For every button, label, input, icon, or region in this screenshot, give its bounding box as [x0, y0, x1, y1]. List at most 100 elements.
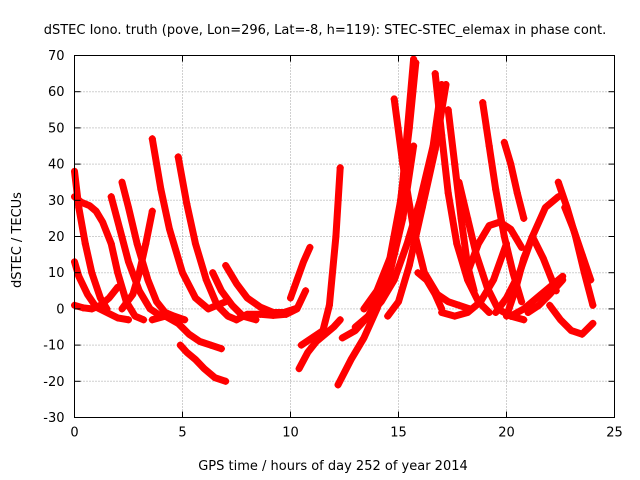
y-tick-label: 60 — [48, 85, 65, 100]
y-tick-label: 20 — [48, 230, 65, 245]
data-point-marker — [546, 290, 554, 298]
data-point-marker — [133, 240, 141, 248]
series-arc-11 — [148, 312, 225, 353]
data-point-marker — [131, 312, 139, 320]
y-axis-label: dSTEC / TECUs — [10, 192, 25, 288]
series-line — [297, 164, 344, 349]
series-arc-38 — [546, 301, 597, 338]
data-point-marker — [96, 294, 104, 302]
data-point-marker — [304, 348, 312, 356]
data-point-marker — [431, 70, 439, 78]
data-point-marker — [455, 301, 463, 309]
data-point-marker — [330, 323, 338, 331]
data-point-marker — [587, 276, 595, 284]
data-point-marker — [539, 254, 547, 262]
data-point-marker — [228, 301, 236, 309]
data-point-marker — [83, 290, 91, 298]
data-point-marker — [174, 153, 182, 161]
data-point-marker — [77, 198, 85, 206]
data-point-marker — [518, 243, 526, 251]
data-point-marker — [256, 310, 264, 318]
data-point-marker — [485, 309, 493, 317]
data-point-marker — [161, 312, 169, 320]
data-point-marker — [412, 59, 420, 67]
data-point-marker — [157, 185, 165, 193]
data-point-marker — [364, 312, 372, 320]
data-point-marker — [148, 135, 156, 143]
data-point-marker — [125, 316, 132, 324]
data-point-marker — [455, 178, 463, 186]
y-tick-label: 50 — [48, 121, 65, 136]
data-point-marker — [403, 240, 411, 248]
series-arc-21 — [360, 59, 420, 313]
series-line — [287, 243, 314, 302]
data-point-marker — [153, 298, 161, 306]
data-point-marker — [75, 272, 83, 280]
series-line — [464, 218, 526, 277]
y-tick-label: 70 — [48, 49, 65, 64]
data-point-marker — [464, 309, 472, 317]
data-point-marker — [438, 131, 446, 139]
data-point-marker — [207, 341, 215, 349]
data-point-marker — [183, 200, 191, 208]
chart-title: dSTEC Iono. truth (pove, Lon=296, Lat=-8… — [44, 23, 607, 38]
series-arc-34 — [507, 272, 567, 320]
data-point-marker — [492, 185, 500, 193]
data-point-marker — [351, 323, 359, 331]
series-line — [479, 99, 526, 306]
data-point-marker — [191, 240, 199, 248]
series-arc-16 — [295, 316, 344, 373]
data-point-marker — [444, 106, 452, 114]
series-arc-15 — [287, 243, 314, 302]
axis-ticks: 0 5 10 15 20 25 -30 -20 -10 0 10 20 30 40 50 60 70 — [43, 49, 623, 441]
data-point-marker — [222, 261, 230, 269]
data-point-marker — [308, 334, 316, 342]
series-line — [561, 204, 595, 284]
data-point-marker — [479, 99, 487, 107]
data-point-marker — [99, 218, 107, 226]
data-point-marker — [507, 312, 515, 320]
series-line — [492, 193, 562, 316]
data-point-marker — [211, 374, 219, 382]
data-point-marker — [217, 287, 225, 295]
data-point-marker — [559, 276, 567, 284]
data-point-marker — [464, 214, 472, 222]
series-line — [107, 193, 165, 320]
data-point-marker — [293, 305, 301, 313]
series-arc-08 — [148, 135, 230, 313]
y-tick-label: 10 — [48, 266, 65, 281]
data-point-marker — [399, 160, 407, 168]
data-point-marker — [105, 294, 113, 302]
data-point-marker — [125, 258, 132, 266]
y-tick-label: 30 — [48, 194, 65, 209]
data-point-marker — [589, 301, 597, 309]
data-point-marker — [297, 341, 305, 349]
y-tick-label: 0 — [56, 302, 64, 317]
data-point-marker — [503, 294, 510, 302]
series-arc-01 — [71, 167, 111, 313]
y-tick-label: 40 — [48, 158, 65, 173]
data-point-marker — [306, 243, 314, 251]
data-point-marker — [114, 283, 122, 291]
data-point-marker — [179, 269, 186, 277]
data-point-marker — [86, 202, 94, 210]
data-point-marker — [578, 251, 586, 259]
data-point-marker — [405, 124, 413, 132]
data-point-marker — [347, 356, 355, 364]
y-tick-label: -30 — [43, 411, 64, 426]
data-point-marker — [148, 207, 156, 215]
x-tick-label: 25 — [606, 426, 623, 441]
data-point-marker — [500, 138, 508, 146]
series-line — [414, 269, 446, 313]
data-point-marker — [520, 305, 528, 313]
data-point-marker — [524, 309, 532, 317]
data-point-marker — [438, 309, 446, 317]
data-point-marker — [520, 316, 528, 324]
data-point-marker — [431, 290, 439, 298]
data-point-marker — [243, 310, 251, 318]
series-arc-33 — [492, 193, 562, 317]
data-point-marker — [191, 356, 199, 364]
data-point-marker — [299, 258, 307, 266]
data-point-marker — [528, 233, 536, 240]
series-arc-17 — [297, 164, 344, 349]
